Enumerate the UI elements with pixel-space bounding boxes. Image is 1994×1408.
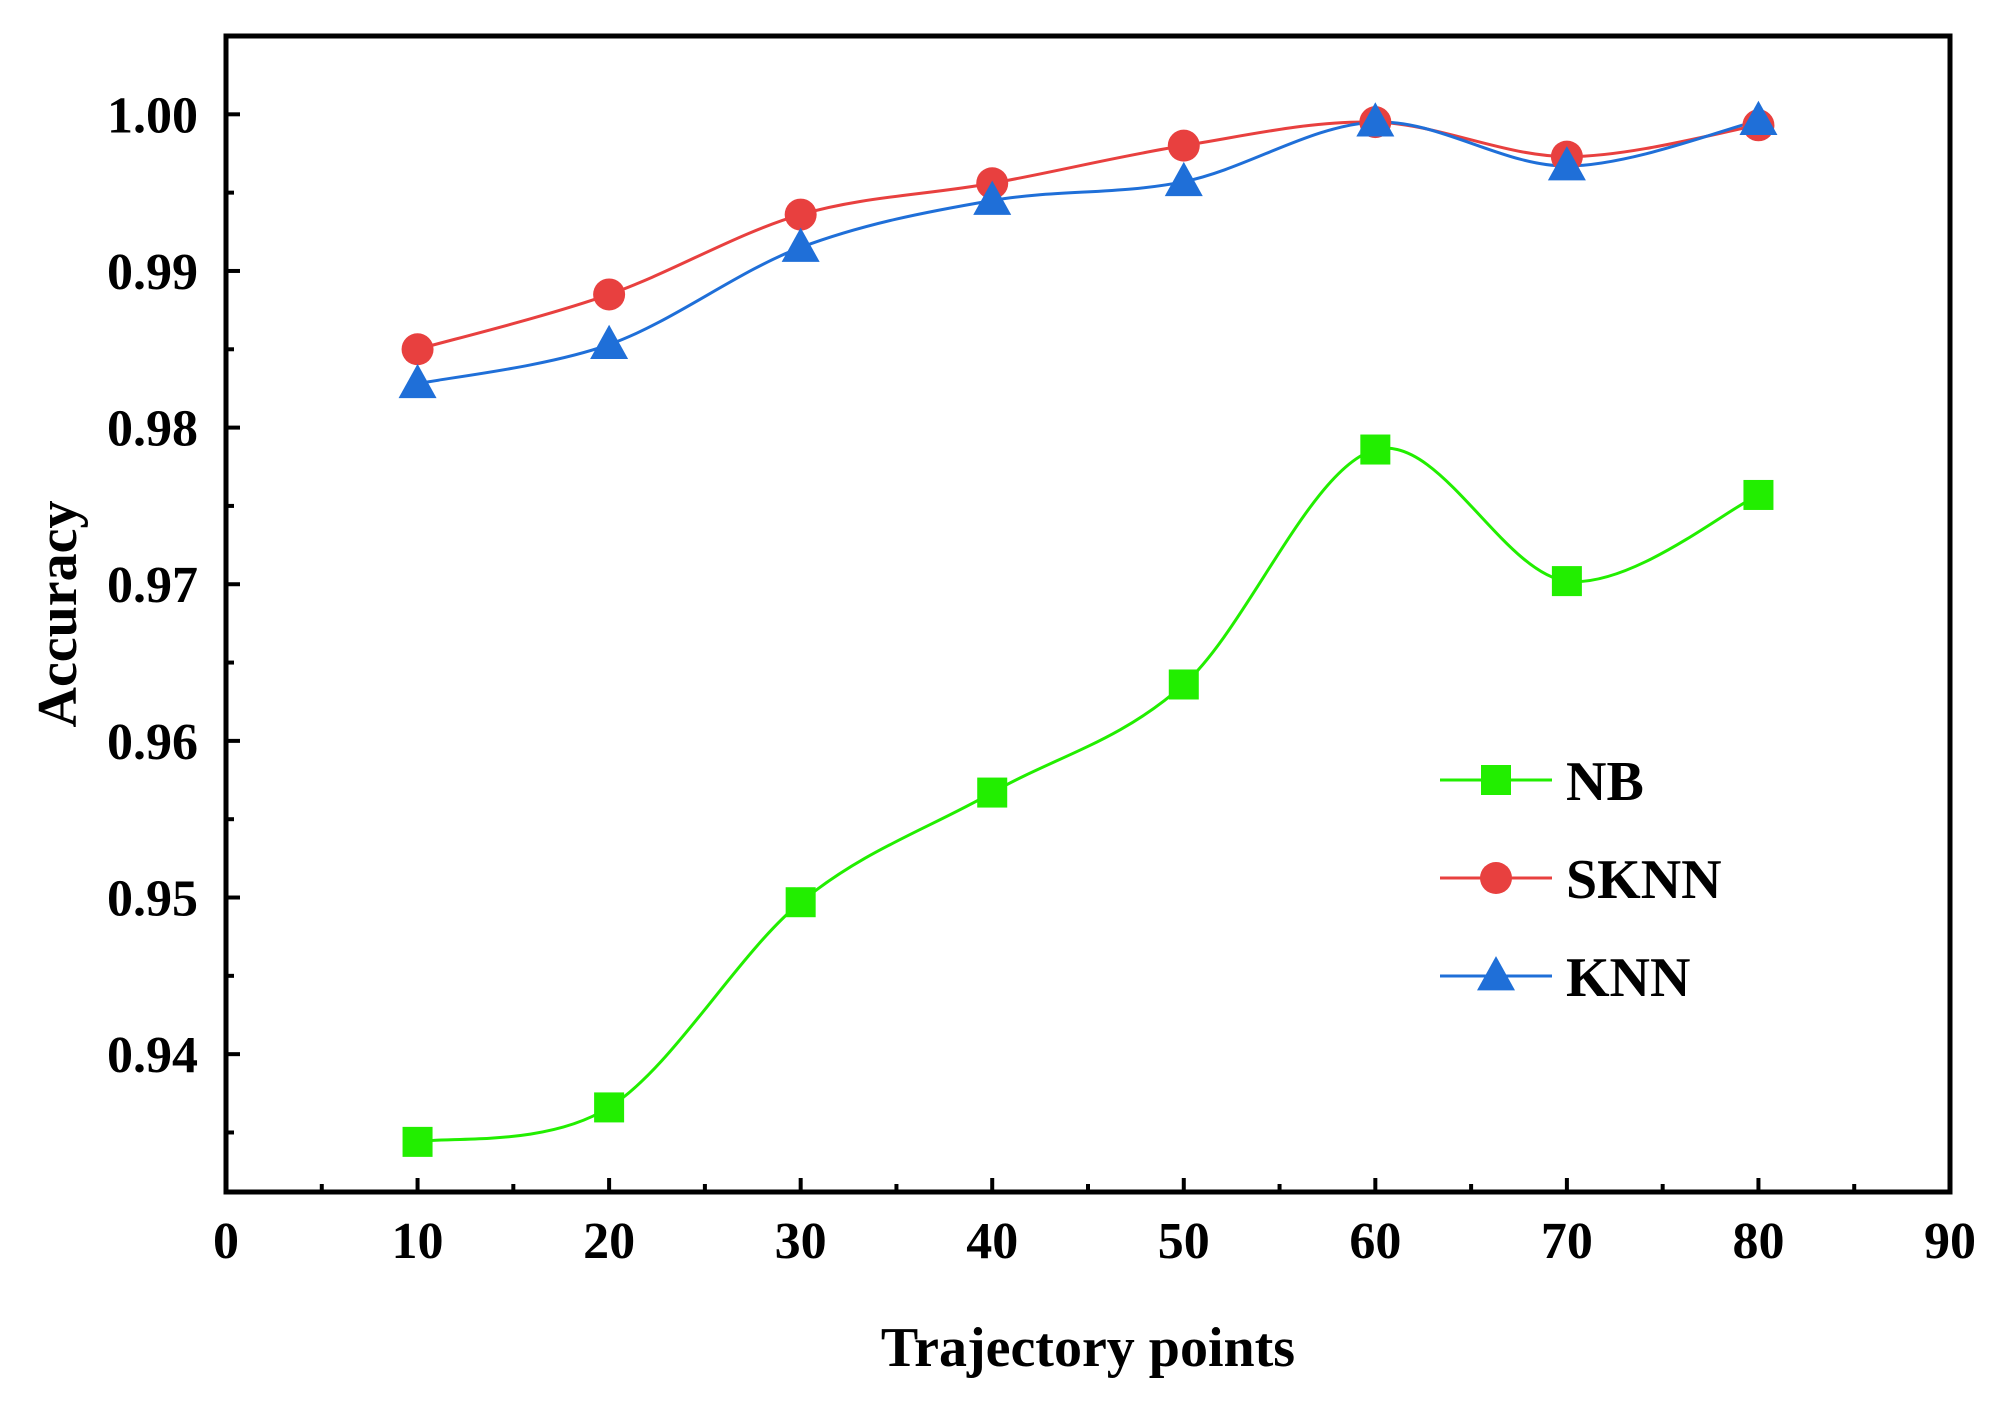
x-tick-label-0: 0 (213, 1213, 239, 1270)
data-point-knn-50 (1164, 161, 1203, 197)
plot-frame (223, 33, 1953, 1195)
y-tick-label-2: 0.96 (107, 714, 198, 771)
data-point-knn-70 (1547, 146, 1586, 181)
x-axis-title: Trajectory points (881, 1317, 1295, 1379)
legend-marker-sknn (1480, 862, 1512, 894)
axes: 0 10 20 30 40 50 60 70 80 90 0.94 0.95 0.96 0.97 0.98 0… (107, 33, 1976, 1270)
data-point-nb-40 (977, 777, 1008, 808)
legend-item-nb: NB (1440, 751, 1644, 813)
data-point-knn-60 (1356, 102, 1395, 137)
x-tick-label-30: 30 (775, 1213, 827, 1270)
series-line-nb (417, 446, 1760, 1144)
data-point-knn-20 (590, 324, 629, 359)
data-point-knn-30 (781, 227, 820, 262)
data-point-nb-60 (1360, 434, 1391, 465)
y-tick-label-1: 0.95 (107, 871, 198, 928)
y-tick-label-0: 0.94 (107, 1027, 198, 1084)
legend-label-knn: KNN (1566, 947, 1690, 1009)
data-point-nb-50 (1168, 669, 1199, 700)
data-point-nb-70 (1551, 566, 1582, 597)
data-point-nb-80 (1743, 479, 1774, 510)
legend-item-knn: KNN (1440, 947, 1690, 1009)
data-point-sknn-30 (784, 198, 817, 231)
data-point-nb-30 (785, 887, 816, 918)
legend-item-sknn: SKNN (1440, 849, 1722, 911)
data-point-nb-10 (402, 1126, 433, 1157)
data-point-knn-80 (1739, 100, 1778, 135)
x-tick-label-60: 60 (1349, 1213, 1401, 1270)
y-tick-label-5: 0.99 (107, 244, 198, 301)
x-tick-label-50: 50 (1158, 1213, 1210, 1270)
y-tick-label-4: 0.98 (107, 401, 198, 458)
data-point-knn-10 (398, 363, 437, 399)
data-point-knn-40 (973, 180, 1012, 215)
x-tick-label-80: 80 (1732, 1213, 1784, 1270)
y-tick-label-6: 1.00 (107, 87, 198, 144)
x-tick-label-90: 90 (1924, 1213, 1976, 1270)
legend-marker-nb (1481, 765, 1511, 795)
series-markers (398, 100, 1778, 1157)
x-tick-label-10: 10 (392, 1213, 444, 1270)
y-tick-label-3: 0.97 (107, 557, 198, 614)
data-point-sknn-20 (593, 278, 626, 311)
data-point-nb-20 (594, 1092, 625, 1123)
legend-label-sknn: SKNN (1566, 849, 1722, 911)
data-point-sknn-50 (1167, 129, 1200, 162)
x-tick-label-70: 70 (1541, 1213, 1593, 1270)
legend-label-nb: NB (1566, 751, 1644, 813)
y-axis-title: Accuracy (27, 500, 89, 727)
legend: NB SKNN KNN (1440, 751, 1722, 1009)
legend-marker-knn (1477, 956, 1515, 991)
series-line-knn (417, 119, 1759, 386)
data-point-sknn-10 (401, 333, 434, 366)
x-tick-label-20: 20 (583, 1213, 635, 1270)
x-tick-label-40: 40 (966, 1213, 1018, 1270)
series-lines (417, 119, 1760, 1144)
